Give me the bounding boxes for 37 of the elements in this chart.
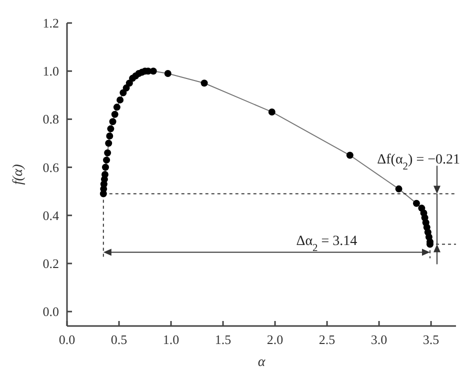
point bbox=[105, 140, 112, 147]
x-tick-label: 1.5 bbox=[214, 332, 232, 347]
point bbox=[103, 156, 110, 164]
point bbox=[101, 171, 108, 178]
y-tick-label: 0.0 bbox=[42, 304, 59, 320]
point bbox=[200, 80, 208, 87]
y-tick-label: 0.4 bbox=[42, 208, 60, 223]
point bbox=[113, 104, 120, 111]
x-tick-label: 3.5 bbox=[422, 332, 440, 347]
point bbox=[346, 152, 354, 159]
point bbox=[412, 200, 420, 207]
point bbox=[395, 185, 402, 192]
y-tick-label: 0.6 bbox=[42, 160, 60, 175]
point bbox=[102, 164, 109, 171]
y-tick-label: 1.0 bbox=[42, 64, 59, 79]
y-tick-label: 1.2 bbox=[42, 16, 59, 31]
x-tick-label: 0.0 bbox=[58, 332, 76, 347]
point bbox=[116, 96, 124, 104]
y-axis-title: f(α) bbox=[11, 164, 26, 185]
x-axis-title: α bbox=[258, 355, 266, 370]
point bbox=[150, 68, 157, 75]
annotation: Δα$_{2}$ = 3.14 bbox=[296, 234, 358, 254]
point bbox=[111, 110, 118, 118]
point bbox=[104, 149, 112, 156]
x-tick-label: 3.0 bbox=[370, 332, 388, 347]
point bbox=[164, 70, 172, 77]
y-tick-label: 0.2 bbox=[42, 256, 59, 272]
y-tick-label: 0.8 bbox=[42, 112, 59, 127]
x-tick-label: 2.0 bbox=[266, 332, 284, 347]
annotation: Δf(α$_{2}$) = −0.21 bbox=[377, 152, 460, 172]
x-tick-label: 0.5 bbox=[110, 332, 128, 347]
x-tick-label: 2.5 bbox=[318, 332, 336, 347]
point bbox=[107, 125, 114, 132]
point bbox=[106, 132, 114, 140]
x-tick-label: 1.0 bbox=[162, 332, 180, 347]
point bbox=[268, 108, 276, 116]
point bbox=[109, 118, 116, 126]
